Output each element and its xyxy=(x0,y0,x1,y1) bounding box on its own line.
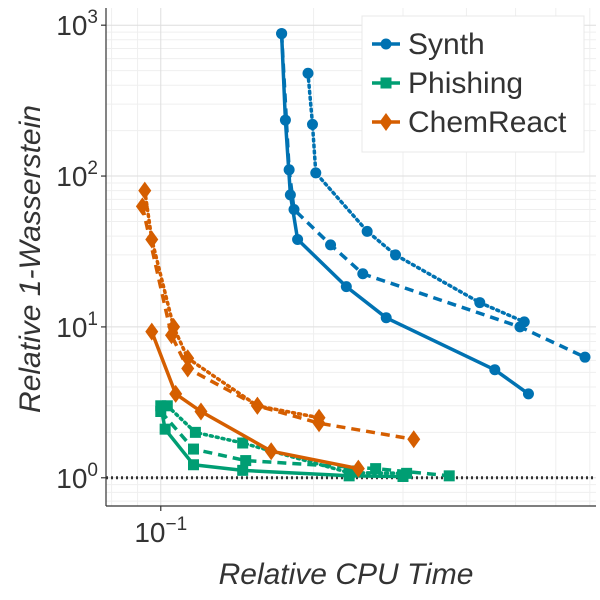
data-point-phishing-dashed xyxy=(240,455,252,467)
data-point-chemreact-solid xyxy=(194,402,208,421)
y-tick-label-base: 10 xyxy=(56,10,87,41)
legend-marker xyxy=(380,77,392,89)
data-point-synth-dashed xyxy=(579,351,591,363)
legend-item-synth: Synth xyxy=(372,28,485,61)
data-point-chemreact-solid xyxy=(351,459,365,478)
data-point-phishing-dashed xyxy=(155,405,167,417)
data-point-synth-dotted xyxy=(474,297,486,309)
data-point-synth-solid xyxy=(340,281,352,293)
series-line-chemreact-dotted xyxy=(143,188,321,420)
legend-item-chemreact: ChemReact xyxy=(372,106,567,139)
y-axis-label: Relative 1-Wasserstein xyxy=(14,105,47,413)
data-point-synth-dotted xyxy=(390,249,402,261)
x-tick-label: 10−1 xyxy=(134,514,187,548)
y-tick-label-base: 10 xyxy=(56,161,87,192)
series-line-phishing-dashed xyxy=(159,410,450,478)
data-point-synth-solid xyxy=(380,312,392,324)
y-tick-label-exponent: 2 xyxy=(87,158,98,179)
data-point-chemreact-dotted xyxy=(312,408,326,427)
data-point-phishing-solid xyxy=(237,464,249,476)
data-point-synth-dotted xyxy=(302,67,314,79)
data-point-phishing-dotted xyxy=(237,437,249,449)
series-synth-dotted xyxy=(302,67,530,328)
data-point-synth-solid xyxy=(292,233,304,245)
data-point-synth-solid xyxy=(522,388,534,400)
data-point-phishing-dashed xyxy=(187,443,199,455)
data-point-synth-dotted xyxy=(306,118,318,130)
data-point-chemreact-solid xyxy=(169,384,183,403)
legend-items: Synth Phishing ChemReact xyxy=(372,28,567,139)
data-point-phishing-dashed xyxy=(443,470,455,482)
legend-label: Synth xyxy=(408,28,485,61)
series-line-chemreact-dashed xyxy=(140,205,414,442)
y-tick-label: 103 xyxy=(56,7,98,41)
legend-item-phishing: Phishing xyxy=(372,67,523,100)
series-phishing-dotted xyxy=(161,400,413,479)
data-point-chemreact-dotted xyxy=(138,181,152,200)
y-tick-label-exponent: 3 xyxy=(87,7,98,28)
x-tick-label-base: 10 xyxy=(134,517,165,548)
y-tick-label: 102 xyxy=(56,158,98,192)
series-chemreact-dashed xyxy=(135,197,421,449)
data-point-chemreact-solid xyxy=(264,442,278,461)
data-point-synth-dotted xyxy=(518,316,530,328)
data-point-synth-dotted xyxy=(310,167,322,179)
data-point-chemreact-dotted xyxy=(145,230,159,249)
y-tick-label-base: 10 xyxy=(56,463,87,494)
y-tick-label: 101 xyxy=(56,309,98,343)
data-point-chemreact-dotted xyxy=(250,396,264,415)
legend-label: Phishing xyxy=(408,67,523,100)
data-point-chemreact-solid xyxy=(145,322,159,341)
data-point-phishing-solid xyxy=(159,423,171,435)
data-point-phishing-dotted xyxy=(401,467,413,479)
data-point-chemreact-dotted xyxy=(181,349,195,368)
data-point-chemreact-dashed xyxy=(407,430,421,449)
data-point-phishing-dotted xyxy=(343,467,355,479)
data-point-phishing-solid xyxy=(155,400,167,412)
data-point-phishing-dashed xyxy=(370,463,382,475)
data-point-synth-solid xyxy=(279,114,291,126)
legend-marker xyxy=(380,38,392,50)
data-point-synth-dashed xyxy=(276,28,288,40)
legend-label: ChemReact xyxy=(408,106,567,139)
series-line-synth-solid xyxy=(279,33,530,396)
series-phishing-dashed xyxy=(155,405,455,482)
y-tick-label-exponent: 1 xyxy=(87,309,98,330)
data-point-synth-dashed xyxy=(283,164,295,176)
series-chemreact-dotted xyxy=(138,181,326,427)
axes xyxy=(101,8,596,511)
data-point-phishing-solid xyxy=(187,459,199,471)
x-axis-label: Relative CPU Time xyxy=(219,558,474,591)
series-chemreact-solid xyxy=(145,322,365,478)
data-point-phishing-dotted xyxy=(189,426,201,438)
y-tick-label-base: 10 xyxy=(56,312,87,343)
series-layer xyxy=(135,28,591,482)
x-tick-label-exponent: −1 xyxy=(166,514,188,535)
data-point-synth-dashed xyxy=(288,204,300,216)
data-point-chemreact-dashed xyxy=(181,359,195,378)
y-tick-label-exponent: 0 xyxy=(87,460,98,481)
y-tick-label: 100 xyxy=(56,460,98,494)
data-point-chemreact-dotted xyxy=(167,317,181,336)
data-point-phishing-dotted xyxy=(161,400,173,412)
legend-marker xyxy=(379,113,393,131)
data-point-synth-dashed xyxy=(325,239,337,251)
legend: Synth Phishing ChemReact xyxy=(361,15,585,153)
data-point-synth-dashed xyxy=(357,268,369,280)
data-point-synth-solid xyxy=(489,364,501,376)
data-point-synth-solid xyxy=(284,189,296,201)
data-point-synth-dotted xyxy=(361,225,373,237)
